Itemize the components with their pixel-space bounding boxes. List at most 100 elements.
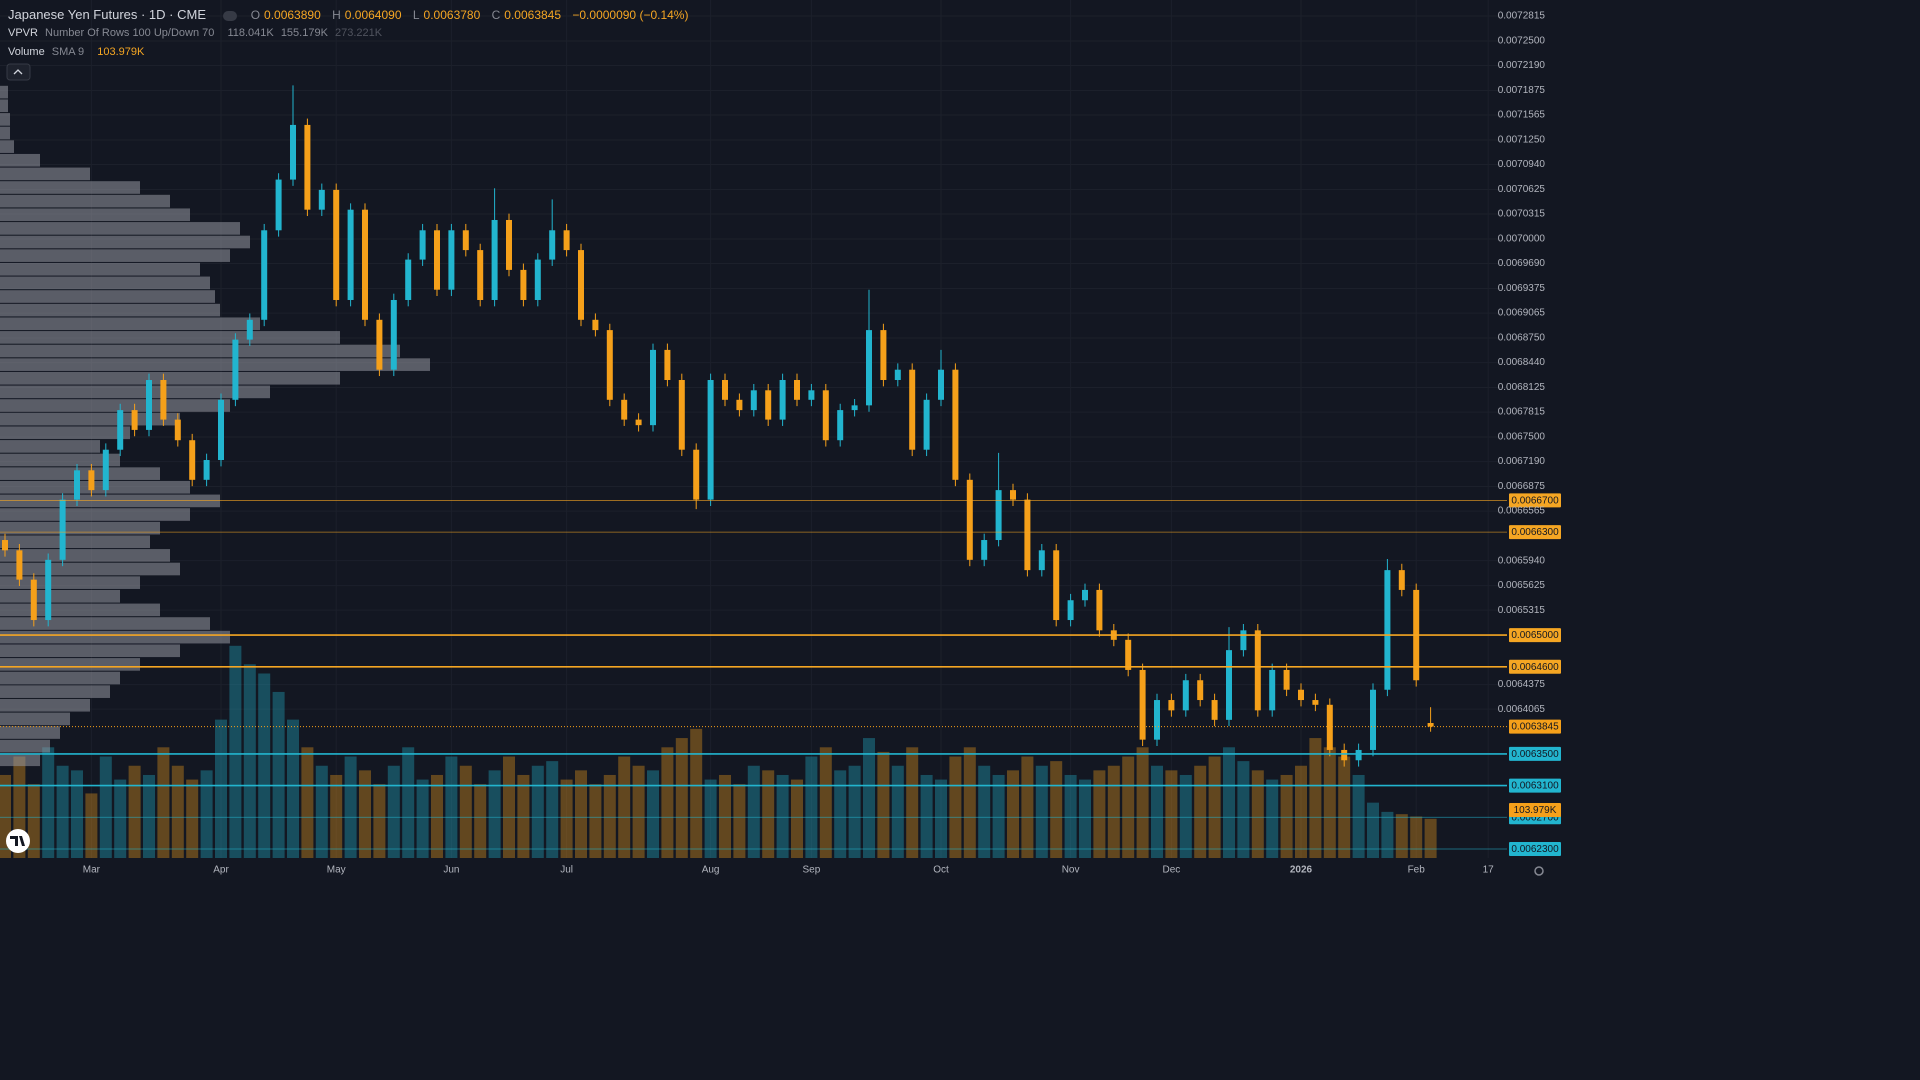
profile-row bbox=[0, 262, 200, 276]
eye-icon[interactable] bbox=[223, 10, 238, 21]
x-tick-label: Feb bbox=[1408, 865, 1426, 876]
candle-body bbox=[995, 490, 1002, 541]
volume-bar bbox=[1179, 774, 1192, 858]
candle-body bbox=[1211, 700, 1218, 720]
x-tick-label: Oct bbox=[933, 865, 949, 876]
ohlc-open: O 0.0063890 bbox=[251, 8, 325, 22]
logo[interactable] bbox=[6, 829, 30, 853]
vpvr-settings: Number Of Rows 100 Up/Down 70 bbox=[45, 27, 215, 39]
candle-body bbox=[909, 369, 916, 450]
settings-button[interactable] bbox=[1534, 866, 1544, 876]
volume-bar bbox=[690, 728, 703, 858]
volume-bar bbox=[243, 664, 256, 858]
candle-body bbox=[2, 540, 8, 551]
candle-body bbox=[635, 419, 642, 426]
volume-bar bbox=[503, 756, 515, 858]
candle-body bbox=[275, 179, 282, 231]
x-tick-label: Aug bbox=[702, 865, 720, 876]
candle-body bbox=[794, 380, 800, 400]
profile-row bbox=[0, 167, 90, 181]
candle-body bbox=[563, 230, 570, 251]
volume-bar bbox=[27, 784, 40, 858]
y-tick-label: 0.0067500 bbox=[1498, 432, 1546, 443]
candle-body bbox=[779, 380, 786, 420]
candle-body bbox=[866, 330, 872, 406]
volume-bar bbox=[1367, 802, 1379, 858]
vpvr-value: 118.041K bbox=[227, 27, 274, 39]
x-tick-label: Dec bbox=[1163, 865, 1181, 876]
y-tick-label: 0.0065625 bbox=[1498, 580, 1546, 591]
vpvr-name: VPVR bbox=[8, 27, 38, 39]
x-tick-label: Jun bbox=[443, 865, 459, 876]
level-label: 0.0066700 bbox=[1511, 496, 1559, 507]
candle-body bbox=[1010, 490, 1016, 500]
vpvr-value: 155.179K bbox=[280, 27, 328, 39]
volume-bar bbox=[675, 738, 688, 858]
candle-body bbox=[232, 339, 239, 400]
level-box bbox=[1509, 525, 1561, 540]
volume-bar bbox=[344, 756, 357, 858]
candle-body bbox=[1067, 600, 1074, 621]
volume-name: Volume bbox=[8, 46, 45, 58]
volume-bar bbox=[848, 765, 861, 858]
candle-body bbox=[1182, 680, 1189, 711]
value: 0.0063890 bbox=[264, 8, 321, 22]
candle-body bbox=[808, 390, 815, 400]
volume-bar bbox=[1381, 811, 1394, 858]
volume-bar bbox=[575, 770, 587, 858]
volume-bar bbox=[1323, 747, 1336, 858]
candle-body bbox=[261, 230, 268, 320]
profile-row bbox=[0, 331, 340, 344]
profile-row bbox=[0, 208, 190, 222]
candle-body bbox=[16, 550, 23, 580]
volume-bar bbox=[459, 765, 472, 858]
candle-body bbox=[1139, 669, 1146, 740]
profile-row bbox=[0, 644, 180, 658]
level-box bbox=[1509, 778, 1561, 793]
profile-row bbox=[0, 453, 120, 467]
candle-body bbox=[88, 470, 95, 491]
y-tick-label: 0.0069065 bbox=[1498, 308, 1546, 319]
y-tick-label: 0.0066565 bbox=[1498, 506, 1546, 517]
volume-bar bbox=[1251, 770, 1264, 858]
level-label: 0.0063500 bbox=[1511, 749, 1559, 760]
profile-row bbox=[0, 426, 130, 440]
profile-row bbox=[0, 412, 180, 426]
y-tick-label: 0.0070940 bbox=[1498, 159, 1546, 170]
candle-body bbox=[952, 369, 959, 480]
candle-body bbox=[678, 380, 685, 450]
collapse-button[interactable] bbox=[6, 63, 31, 81]
volume-bar bbox=[632, 765, 645, 858]
legend-vpvr: VPVR Number Of Rows 100 Up/Down 70 118.0… bbox=[8, 27, 386, 39]
volume-bar bbox=[42, 747, 55, 858]
volume-bar bbox=[1122, 756, 1135, 858]
profile-row bbox=[0, 317, 260, 331]
candle-body bbox=[74, 470, 80, 500]
volume-bar bbox=[1079, 779, 1091, 858]
candle-body bbox=[1427, 723, 1434, 727]
volume-bar bbox=[114, 779, 127, 858]
volume-bar bbox=[402, 747, 415, 858]
value: 0.0063845 bbox=[504, 8, 562, 22]
candle-body bbox=[1269, 669, 1276, 711]
volume-bar bbox=[1050, 761, 1063, 858]
y-tick-label: 0.0068125 bbox=[1498, 382, 1546, 393]
y-tick-label: 0.0071565 bbox=[1498, 110, 1546, 121]
volume-bar bbox=[834, 770, 847, 858]
volume-profile bbox=[0, 85, 430, 767]
candle-body bbox=[1125, 639, 1132, 670]
volume-bar bbox=[704, 779, 717, 858]
volume-sma-box bbox=[1509, 803, 1561, 818]
y-tick-label: 0.0068440 bbox=[1498, 357, 1546, 368]
volume-bar bbox=[719, 774, 731, 858]
profile-row bbox=[0, 753, 40, 767]
volume-bar bbox=[128, 765, 141, 858]
volume-bar bbox=[531, 765, 544, 858]
volume-bar bbox=[85, 793, 98, 858]
key: H bbox=[332, 8, 341, 22]
volume-bar bbox=[359, 770, 371, 858]
x-tick-label: 17 bbox=[1483, 865, 1495, 876]
profile-row bbox=[0, 344, 400, 358]
profile-row bbox=[0, 99, 8, 113]
